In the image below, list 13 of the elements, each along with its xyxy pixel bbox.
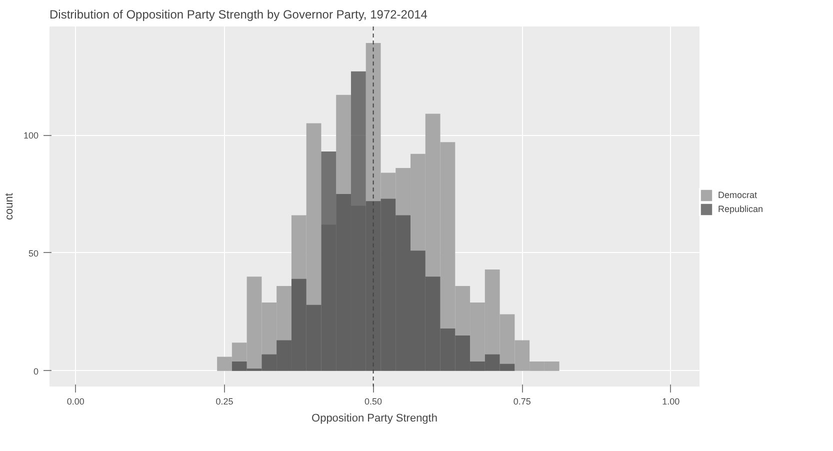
chart-title: Distribution of Opposition Party Strength by Governor Party, 1972-2014 [50, 8, 428, 22]
x-tick-label: 0.50 [364, 396, 382, 406]
x-axis-title: Opposition Party Strength [312, 412, 438, 424]
x-tick-label: 0.25 [216, 396, 234, 406]
y-tick-label: 100 [23, 130, 39, 141]
x-tick-label: 1.00 [662, 396, 680, 406]
legend-label: Democrat [718, 190, 758, 200]
y-axis-title: count [3, 193, 16, 220]
y-tick-label: 0 [33, 366, 39, 376]
legend-label: Republican [718, 204, 764, 214]
x-tick-label: 0.75 [513, 396, 531, 406]
x-tick-label: 0.00 [66, 396, 84, 406]
y-tick-label: 50 [28, 248, 39, 258]
